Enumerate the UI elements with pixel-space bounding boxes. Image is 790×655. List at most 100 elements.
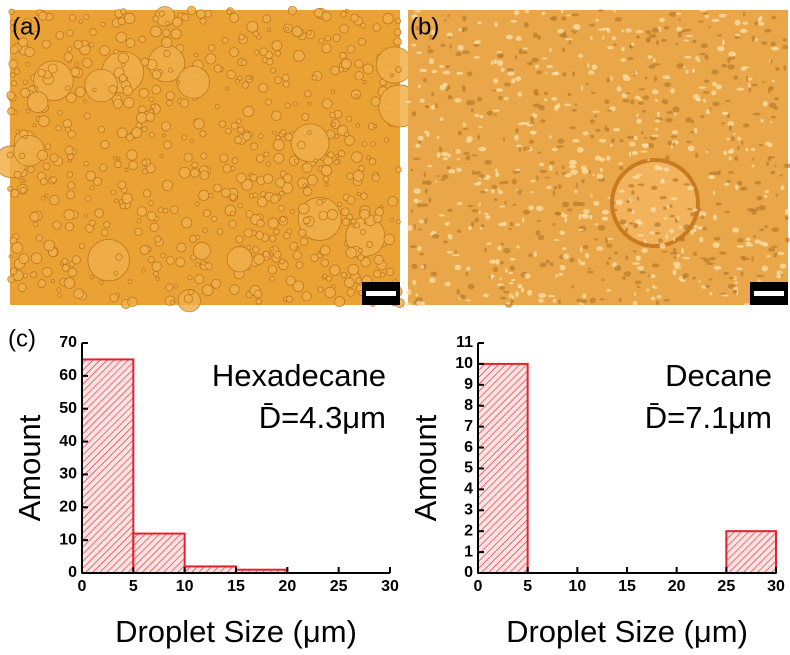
- texture-spot: [573, 24, 581, 30]
- texture-spot: [647, 55, 652, 59]
- droplet: [206, 263, 213, 270]
- droplet: [194, 119, 204, 129]
- droplet: [20, 187, 26, 193]
- texture-spot: [494, 114, 497, 116]
- texture-spot: [633, 71, 635, 74]
- droplet: [90, 275, 94, 279]
- texture-spot: [702, 227, 707, 231]
- texture-spot: [659, 196, 667, 200]
- texture-spot: [714, 266, 722, 270]
- droplet: [342, 218, 349, 225]
- droplet: [244, 229, 252, 237]
- droplet: [109, 85, 117, 93]
- droplet: [196, 235, 200, 239]
- texture-spot: [729, 125, 732, 131]
- texture-spot: [661, 251, 668, 253]
- texture-spot: [780, 263, 787, 268]
- droplet: [266, 99, 272, 105]
- texture-spot: [611, 76, 613, 81]
- texture-spot: [452, 254, 460, 256]
- texture-spot: [595, 223, 598, 225]
- texture-spot: [766, 161, 769, 165]
- texture-spot: [512, 179, 517, 185]
- droplet: [314, 9, 323, 18]
- droplet: [374, 255, 383, 264]
- droplet: [238, 203, 243, 208]
- droplet: [83, 58, 92, 67]
- droplet: [396, 67, 402, 73]
- droplet: [340, 24, 349, 33]
- droplet: [253, 31, 258, 36]
- droplet: [346, 116, 351, 121]
- texture-spot: [515, 169, 521, 171]
- texture-spot: [500, 297, 506, 300]
- texture-spot: [602, 36, 604, 40]
- texture-spot: [748, 88, 751, 92]
- texture-spot: [511, 299, 514, 303]
- texture-spot: [445, 282, 451, 287]
- texture-spot: [525, 273, 531, 278]
- droplet: [302, 113, 309, 120]
- droplet: [235, 79, 239, 83]
- droplet: [285, 133, 292, 140]
- texture-spot: [590, 298, 596, 304]
- texture-spot: [728, 171, 734, 174]
- y-tick-label: 40: [59, 433, 77, 450]
- droplet: [299, 229, 306, 236]
- droplet: [184, 153, 192, 161]
- droplet: [307, 131, 311, 135]
- droplet: [390, 218, 394, 222]
- droplet: [291, 124, 329, 162]
- texture-spot: [752, 165, 755, 168]
- micrograph-a: [0, 6, 421, 312]
- texture-spot: [440, 85, 447, 91]
- droplet: [33, 124, 36, 127]
- texture-spot: [555, 71, 559, 74]
- droplet: [118, 18, 125, 25]
- droplet: [215, 105, 219, 109]
- droplet: [12, 242, 23, 253]
- texture-spot: [455, 149, 461, 154]
- texture-spot: [604, 126, 607, 131]
- droplet: [79, 244, 84, 249]
- droplet: [361, 193, 368, 200]
- droplet: [153, 16, 159, 22]
- droplet: [394, 38, 402, 46]
- texture-spot: [410, 245, 417, 248]
- texture-spot: [509, 272, 513, 274]
- texture-spot: [637, 183, 644, 186]
- droplet: [311, 254, 319, 262]
- texture-spot: [671, 145, 673, 148]
- droplet: [260, 48, 268, 56]
- texture-spot: [574, 190, 577, 193]
- x-tick-label: 10: [176, 578, 194, 595]
- droplet: [371, 142, 375, 146]
- texture-spot: [530, 116, 533, 122]
- texture-spot: [704, 80, 710, 83]
- droplet: [101, 229, 108, 236]
- y-tick-label: 11: [456, 334, 473, 351]
- droplet: [345, 9, 348, 12]
- texture-spot: [421, 301, 425, 307]
- droplet: [261, 191, 266, 196]
- texture-spot: [524, 22, 529, 28]
- droplet: [37, 150, 47, 160]
- texture-spot: [466, 140, 472, 142]
- droplet: [9, 60, 18, 69]
- droplet: [38, 280, 46, 288]
- droplet: [214, 65, 221, 72]
- texture-spot: [552, 148, 558, 151]
- texture-spot: [572, 139, 579, 142]
- texture-spot: [504, 97, 509, 101]
- texture-spot: [725, 100, 730, 102]
- texture-spot: [599, 139, 606, 143]
- texture-spot: [516, 145, 523, 147]
- texture-spot: [651, 135, 659, 137]
- texture-spot: [471, 222, 474, 227]
- texture-spot: [458, 131, 462, 136]
- texture-spot: [412, 111, 417, 116]
- texture-spot: [511, 279, 515, 281]
- droplet: [243, 106, 254, 117]
- droplet: [45, 194, 48, 197]
- texture-spot: [620, 58, 625, 62]
